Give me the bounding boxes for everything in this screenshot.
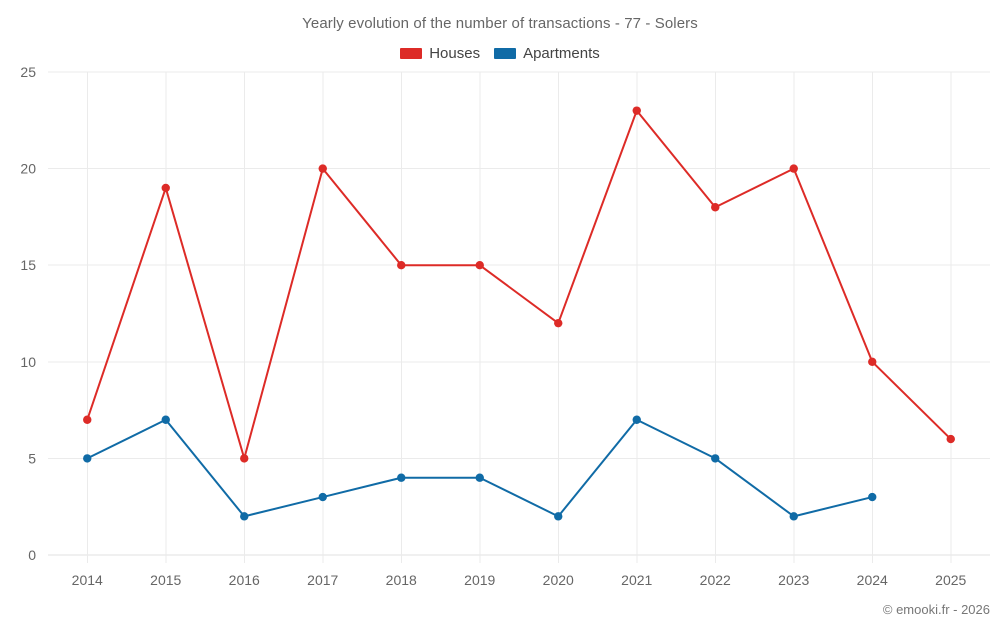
data-point-apartments[interactable] [240, 512, 249, 521]
y-axis-tick-label: 20 [20, 161, 36, 177]
data-point-houses[interactable] [475, 261, 484, 270]
data-point-houses[interactable] [240, 454, 249, 463]
chart-credit: © emooki.fr - 2026 [882, 602, 990, 617]
x-axis-tick-label: 2022 [700, 572, 731, 588]
data-point-apartments[interactable] [475, 473, 484, 482]
x-axis-tick-label: 2015 [150, 572, 181, 588]
legend-label-houses: Houses [429, 45, 481, 62]
y-axis-tick-label: 0 [28, 547, 36, 563]
x-axis-tick-label: 2021 [621, 572, 652, 588]
x-axis-tick-label: 2023 [778, 572, 809, 588]
data-point-apartments[interactable] [397, 473, 406, 482]
data-point-houses[interactable] [318, 164, 327, 173]
data-point-houses[interactable] [632, 106, 641, 115]
data-point-apartments[interactable] [789, 512, 798, 521]
data-point-houses[interactable] [397, 261, 406, 270]
x-axis-tick-label: 2019 [464, 572, 495, 588]
y-axis-tick-label: 15 [20, 257, 36, 273]
legend-swatch-houses [400, 48, 423, 59]
data-point-houses[interactable] [868, 357, 877, 366]
data-point-apartments[interactable] [318, 492, 327, 502]
series-line-houses [86, 109, 952, 460]
data-point-houses[interactable] [554, 318, 563, 328]
data-point-houses[interactable] [83, 415, 92, 424]
data-point-houses[interactable] [161, 183, 170, 193]
legend-swatch-apartments [494, 48, 517, 59]
y-axis-tick-label: 25 [20, 64, 36, 80]
x-axis-tick-label: 2018 [386, 572, 417, 588]
legend-item-apartments[interactable]: Apartments [494, 45, 600, 62]
data-point-apartments[interactable] [868, 492, 877, 502]
x-axis-tick-label: 2020 [543, 572, 574, 588]
x-axis-tick-label: 2025 [935, 572, 966, 588]
chart-legend: Houses Apartments [0, 45, 1000, 62]
chart-title: Yearly evolution of the number of transa… [302, 15, 698, 32]
y-axis-tick-label: 5 [28, 450, 36, 466]
legend-item-houses[interactable]: Houses [400, 45, 480, 62]
data-point-apartments[interactable] [711, 454, 720, 463]
x-axis-tick-label: 2016 [229, 572, 260, 588]
data-point-houses[interactable] [789, 164, 798, 173]
x-axis-tick-label: 2014 [72, 572, 103, 588]
x-axis-tick-label: 2017 [307, 572, 338, 588]
data-point-apartments[interactable] [632, 415, 641, 424]
data-point-houses[interactable] [711, 203, 720, 212]
data-point-apartments[interactable] [554, 512, 563, 521]
y-axis-tick-label: 10 [20, 354, 36, 370]
data-point-apartments[interactable] [83, 454, 92, 463]
x-axis-tick-label: 2024 [857, 572, 888, 588]
data-point-houses[interactable] [946, 434, 955, 444]
legend-label-apartments: Apartments [523, 45, 600, 62]
data-point-apartments[interactable] [161, 415, 170, 424]
